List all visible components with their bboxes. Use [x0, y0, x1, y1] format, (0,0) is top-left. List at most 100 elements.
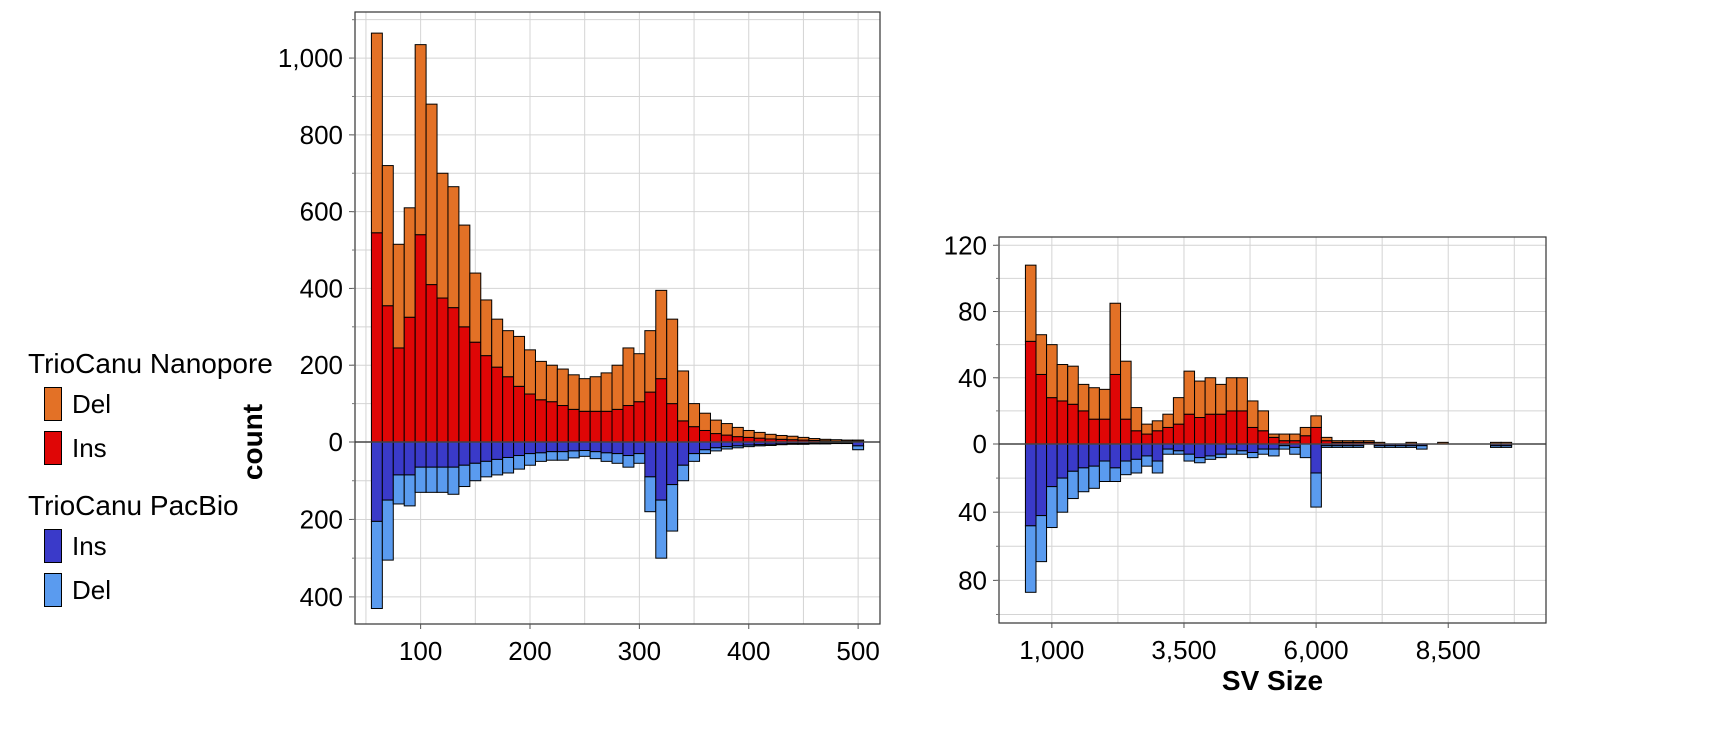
bar-triocanu-pacbio-ins-down: [392, 441, 405, 476]
bar-triocanu-pacbio-ins-down: [567, 441, 580, 452]
bar-triocanu-pacbio-ins-down: [1236, 443, 1248, 452]
bar-triocanu-pacbio-ins-down: [1215, 443, 1227, 455]
bar-triocanu-nanopore-ins-up: [611, 408, 624, 443]
bar-triocanu-pacbio-ins-down: [1088, 443, 1100, 467]
bar-triocanu-pacbio-ins-down: [1204, 443, 1217, 457]
bar-triocanu-nanopore-del-up: [556, 368, 569, 407]
bar-triocanu-nanopore-del-up: [458, 224, 471, 328]
y-tick-label: 120: [944, 230, 987, 260]
bar-triocanu-nanopore-del-up: [1035, 334, 1048, 375]
bar-triocanu-pacbio-ins-down: [1194, 443, 1206, 459]
bar-triocanu-pacbio-del-down: [786, 443, 799, 445]
bar-triocanu-nanopore-ins-up: [491, 366, 504, 443]
bar-triocanu-pacbio-del-down: [753, 444, 766, 447]
bar-triocanu-nanopore-del-up: [1215, 383, 1227, 415]
bar-triocanu-nanopore-del-up: [524, 349, 536, 395]
bar-triocanu-nanopore-ins-up: [425, 284, 438, 443]
bar-triocanu-pacbio-ins-down: [1077, 443, 1090, 469]
bar-triocanu-pacbio-del-down: [1331, 445, 1344, 448]
y-tick-label: 40: [958, 497, 987, 527]
bar-triocanu-nanopore-del-up: [644, 330, 657, 393]
bar-triocanu-pacbio-del-down: [1278, 445, 1291, 450]
bar-triocanu-pacbio-ins-down: [1035, 443, 1048, 517]
bar-triocanu-nanopore-ins-up: [1310, 426, 1322, 445]
bar-triocanu-nanopore-del-up: [370, 32, 383, 234]
bar-triocanu-pacbio-del-down: [436, 466, 449, 493]
y-tick-label: 800: [300, 120, 343, 150]
bar-triocanu-pacbio-ins-down: [556, 441, 569, 453]
bar-triocanu-nanopore-del-up: [764, 433, 777, 440]
x-axis: 100 200 300 400 500: [399, 624, 880, 666]
bar-triocanu-nanopore-ins-up: [1024, 340, 1037, 445]
bar-triocanu-pacbio-ins-down: [534, 441, 547, 454]
bar-triocanu-nanopore-ins-up: [469, 341, 482, 443]
bar-triocanu-pacbio-ins-down: [545, 441, 558, 453]
bar-triocanu-nanopore-del-up: [775, 434, 788, 440]
bar-triocanu-pacbio-ins-down: [666, 441, 679, 486]
bar-triocanu-pacbio-del-down: [1299, 443, 1312, 459]
bar-triocanu-nanopore-del-up: [1299, 426, 1312, 437]
bar-triocanu-pacbio-del-down: [852, 445, 865, 451]
bar-triocanu-pacbio-del-down: [611, 453, 624, 464]
bar-triocanu-pacbio-ins-down: [1067, 443, 1079, 472]
bar-triocanu-nanopore-del-up: [502, 330, 515, 378]
bar-triocanu-pacbio-del-down: [458, 464, 471, 488]
bar-triocanu-nanopore-ins-up: [567, 408, 580, 443]
bar-triocanu-nanopore-ins-up: [556, 405, 569, 443]
bar-triocanu-nanopore-ins-up: [1067, 403, 1079, 445]
bar-triocanu-pacbio-del-down: [1257, 448, 1270, 455]
x-tick-label: 200: [508, 636, 551, 666]
bar-triocanu-nanopore-ins-up: [1130, 430, 1143, 445]
bar-triocanu-pacbio-del-down: [1289, 446, 1301, 455]
bar-triocanu-nanopore-ins-up: [381, 305, 394, 443]
bar-triocanu-nanopore-ins-up: [1046, 397, 1058, 445]
legend-title-pacbio: TrioCanu PacBio: [28, 490, 239, 521]
bar-triocanu-pacbio-del-down: [403, 474, 416, 507]
bar-triocanu-pacbio-del-down: [1077, 467, 1090, 493]
bar-triocanu-nanopore-ins-up: [1056, 400, 1069, 445]
bar-triocanu-pacbio-del-down: [731, 445, 744, 449]
bar-triocanu-nanopore-del-up: [1331, 440, 1344, 443]
bar-triocanu-nanopore-del-up: [1024, 264, 1037, 342]
bar-triocanu-nanopore-del-up: [392, 243, 405, 349]
bar-triocanu-nanopore-ins-up: [1141, 433, 1153, 445]
bar-triocanu-pacbio-del-down: [534, 452, 547, 462]
bar-triocanu-pacbio-del-down: [808, 442, 821, 445]
bar-triocanu-pacbio-del-down: [578, 450, 591, 457]
bar-triocanu-nanopore-ins-up: [699, 429, 711, 443]
bar-triocanu-pacbio-del-down: [1183, 453, 1196, 462]
bar-triocanu-pacbio-del-down: [589, 451, 602, 460]
bar-triocanu-nanopore-ins-up: [534, 399, 547, 443]
bar-triocanu-pacbio-del-down: [447, 466, 460, 495]
bar-triocanu-pacbio-del-down: [1141, 455, 1153, 467]
bar-triocanu-pacbio-ins-down: [688, 441, 701, 455]
legend-item-nanopore-del: Del: [28, 382, 273, 426]
bar-triocanu-pacbio-del-down: [491, 458, 504, 476]
bar-triocanu-pacbio-del-down: [1384, 445, 1396, 448]
y-tick-label: 0: [329, 427, 343, 457]
bar-triocanu-nanopore-del-up: [797, 436, 810, 441]
bar-triocanu-nanopore-ins-up: [1077, 410, 1090, 445]
bar-triocanu-pacbio-ins-down: [1257, 443, 1270, 450]
bar-triocanu-nanopore-ins-up: [1120, 418, 1132, 445]
bar-triocanu-pacbio-del-down: [1500, 445, 1513, 448]
bar-triocanu-nanopore-del-up: [841, 439, 854, 442]
bar-triocanu-pacbio-ins-down: [611, 441, 624, 455]
bar-triocanu-nanopore-ins-up: [480, 355, 493, 443]
bar-triocanu-pacbio-del-down: [1056, 477, 1069, 513]
bar-triocanu-pacbio-del-down: [1268, 448, 1280, 457]
bar-triocanu-pacbio-ins-down: [600, 441, 613, 454]
x-tick-label: 100: [399, 636, 442, 666]
bar-triocanu-nanopore-ins-up: [677, 420, 690, 443]
bar-triocanu-pacbio-del-down: [1088, 465, 1100, 489]
x-axis-title: SV Size: [1222, 665, 1323, 696]
bar-triocanu-pacbio-del-down: [1109, 467, 1122, 483]
bar-triocanu-nanopore-del-up: [808, 438, 821, 441]
bar-triocanu-nanopore-del-up: [1162, 413, 1174, 428]
bar-triocanu-nanopore-del-up: [1046, 344, 1058, 399]
bar-triocanu-nanopore-del-up: [688, 403, 701, 428]
y-tick-label: 400: [300, 273, 343, 303]
bar-triocanu-pacbio-ins-down: [1310, 443, 1322, 474]
bar-triocanu-nanopore-del-up: [1204, 377, 1217, 415]
bar-triocanu-pacbio-del-down: [1172, 450, 1185, 455]
